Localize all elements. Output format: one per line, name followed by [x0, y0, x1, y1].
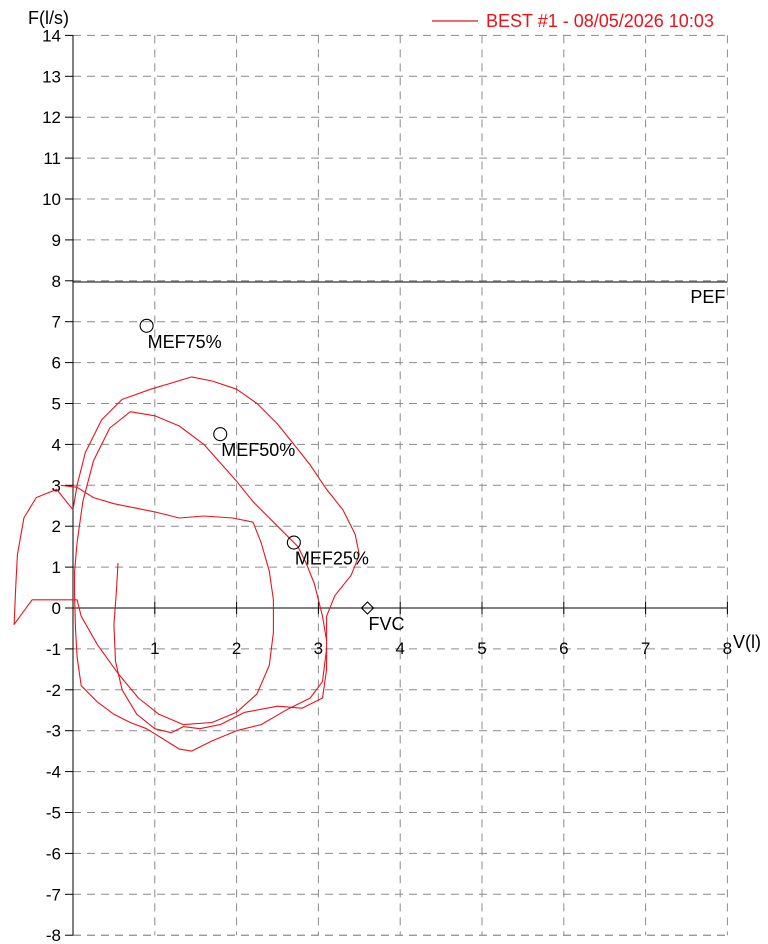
y-tick-label: 7	[52, 313, 61, 332]
y-tick-label: -5	[46, 804, 61, 823]
x-axis-label: V(l)	[733, 632, 761, 652]
legend: BEST #1 - 08/05/2026 10:03	[432, 11, 714, 31]
legend-label: BEST #1 - 08/05/2026 10:03	[486, 11, 714, 31]
y-tick-label: 11	[43, 149, 61, 168]
reference-layer: PEF	[73, 281, 728, 307]
mef50-label: MEF50%	[221, 440, 295, 460]
y-tick-label: 2	[52, 517, 61, 536]
y-tick-label: -7	[46, 885, 61, 904]
grid-layer	[73, 34, 728, 936]
y-tick-label: 0	[52, 599, 61, 618]
curve-layer	[13, 376, 360, 752]
y-axis-label: F(l/s)	[28, 8, 69, 28]
x-tick-label: 5	[477, 639, 486, 658]
marker-layer: MEF75% MEF50% MEF25% FVC	[139, 318, 404, 634]
x-tick-label: 1	[150, 639, 159, 658]
y-tick-label: 13	[42, 67, 61, 86]
mef50-marker	[213, 427, 228, 442]
x-tick-label: 7	[641, 639, 650, 658]
y-tick-label: 12	[42, 108, 61, 127]
y-tick-label: 6	[52, 354, 61, 373]
pef-label: PEF	[690, 287, 725, 307]
y-tick-label: 14	[42, 26, 61, 45]
mef25-marker	[286, 535, 301, 550]
y-tick-label: -1	[46, 640, 61, 659]
mef75-marker	[139, 318, 154, 333]
y-tick-label: -4	[46, 763, 61, 782]
y-tick-label: 3	[52, 476, 61, 495]
fvc-label: FVC	[368, 614, 404, 634]
mef75-label: MEF75%	[148, 332, 222, 352]
y-tick-label: 8	[52, 272, 61, 291]
x-tick-label: 3	[314, 639, 323, 658]
fvc-marker	[360, 601, 375, 615]
x-tick-label: 8	[723, 639, 732, 658]
y-tick-label: 5	[52, 395, 61, 414]
y-tick-label: -2	[46, 681, 61, 700]
y-tick-label: 1	[52, 558, 61, 577]
y-tick-label: 9	[52, 231, 61, 250]
y-tick-label: 4	[52, 435, 61, 454]
x-tick-label: 4	[395, 639, 404, 658]
x-tick-label: 2	[232, 639, 241, 658]
mef25-label: MEF25%	[295, 549, 369, 569]
y-tick-label: 10	[42, 190, 61, 209]
y-tick-label: -3	[46, 722, 61, 741]
y-tick-label: -6	[46, 844, 61, 863]
flow-volume-curve	[13, 376, 360, 752]
x-tick-label: 6	[559, 639, 568, 658]
y-tick-label: -8	[46, 926, 61, 944]
